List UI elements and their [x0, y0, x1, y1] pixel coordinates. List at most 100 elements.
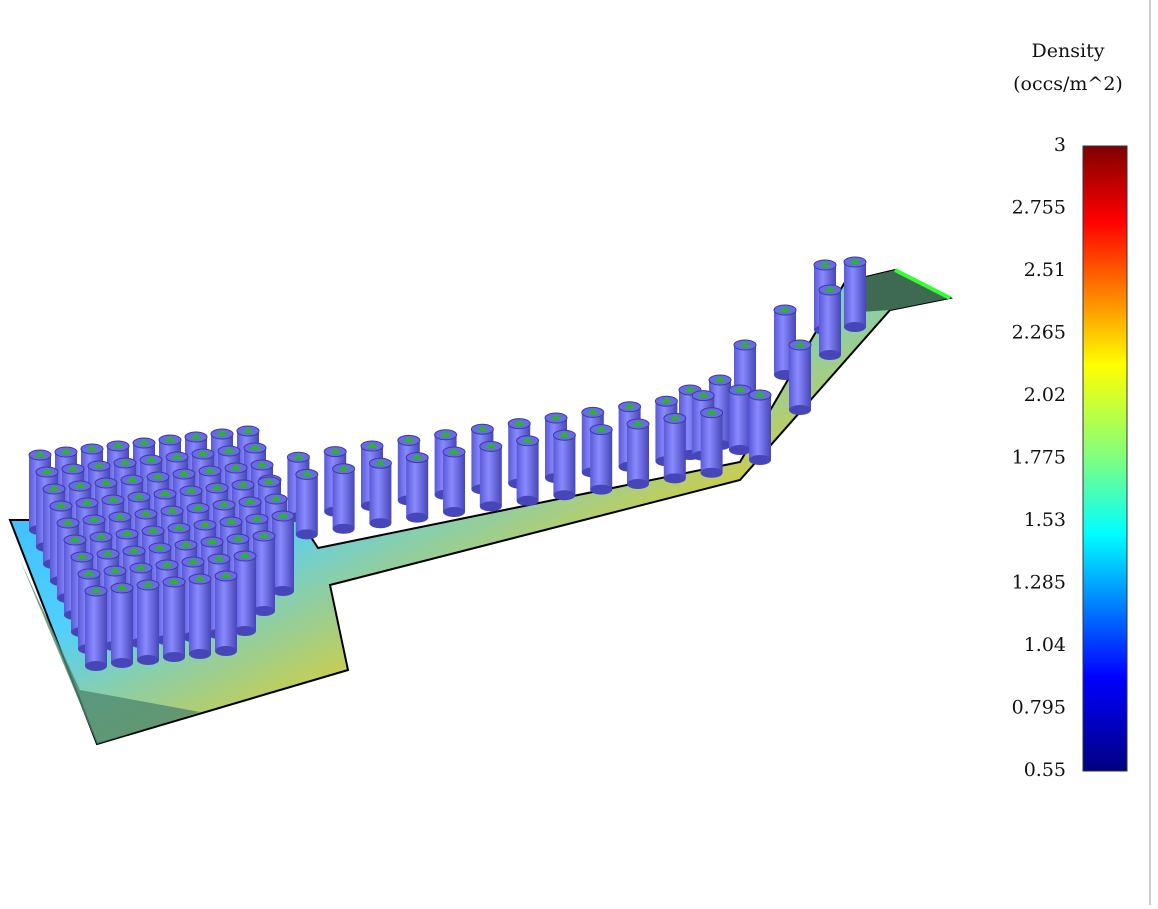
agent-heading [86, 445, 98, 451]
agent-body [819, 290, 841, 355]
agent-base [85, 661, 107, 671]
colorbar-title: Density [1032, 40, 1105, 62]
agent [748, 389, 772, 465]
agent-heading [714, 376, 726, 382]
agent-heading [824, 286, 836, 292]
agent-heading [216, 430, 228, 436]
agent-heading [819, 261, 831, 267]
agent-heading [476, 425, 489, 432]
agent [700, 407, 724, 478]
agent-heading [126, 476, 138, 482]
agent-heading [166, 507, 178, 513]
agent-base [111, 658, 133, 668]
agent-heading [366, 442, 378, 448]
agent-heading [739, 341, 751, 347]
colorbar-tick-label: 1.53 [1024, 509, 1066, 531]
agent-heading [586, 408, 599, 415]
agent-heading [128, 547, 140, 553]
agent [214, 570, 238, 656]
colorbar [1082, 145, 1128, 772]
exit-area [845, 270, 950, 312]
colorbar-tick-label: 1.285 [1012, 572, 1066, 594]
agent-heading [135, 564, 147, 570]
agent-heading [668, 414, 681, 421]
colorbar-tick-label: 0.55 [1024, 759, 1066, 781]
agent-heading [171, 453, 183, 459]
agent-heading [244, 498, 256, 504]
agent-heading [154, 544, 166, 550]
agent-base [406, 512, 429, 523]
agent-heading [300, 470, 313, 477]
agent-heading [374, 459, 387, 466]
agent-heading [62, 519, 74, 525]
agent-heading [277, 512, 289, 518]
agent-heading [116, 584, 128, 590]
agent-heading [204, 467, 216, 473]
agent-heading [140, 510, 152, 516]
colorbar-tick-label: 3 [1054, 134, 1066, 156]
agent-heading [595, 425, 608, 432]
agent-heading [292, 453, 305, 460]
agent-body [234, 556, 256, 631]
agent-heading [402, 436, 415, 443]
agent-heading [256, 461, 268, 467]
exit-line [894, 268, 951, 300]
agent [332, 463, 356, 534]
agent-heading [114, 513, 126, 519]
agent-base [553, 490, 576, 501]
agent-heading [230, 464, 242, 470]
agent-heading [168, 578, 180, 584]
agent-heading [194, 575, 206, 581]
agent-heading [95, 533, 107, 539]
agent-base [663, 473, 686, 484]
agent-heading [161, 561, 173, 567]
agent-heading [60, 448, 72, 454]
agent-heading [684, 386, 696, 392]
agent-base [789, 405, 811, 415]
agent [405, 452, 429, 523]
agent-heading [779, 306, 791, 312]
agent [136, 579, 160, 665]
agent-heading [74, 482, 86, 488]
agent-heading [220, 572, 232, 578]
agent-heading [100, 479, 112, 485]
agent-heading [329, 447, 342, 454]
agent-heading [145, 456, 157, 462]
agent-heading [107, 496, 119, 502]
agent-base [443, 507, 465, 517]
agent-base [516, 495, 539, 506]
agent-body [189, 579, 211, 654]
agent-heading [484, 442, 497, 449]
agent-body [369, 463, 392, 524]
agent-base [479, 501, 502, 512]
colorbar-tick-label: 1.775 [1012, 447, 1066, 469]
agent [84, 585, 108, 671]
agent [442, 446, 466, 517]
agent-body [253, 536, 275, 611]
agent-body [663, 418, 686, 479]
agent-heading [660, 397, 673, 404]
agent [516, 435, 540, 506]
agent-body [590, 429, 613, 490]
agent-base [189, 649, 211, 659]
agent-body [844, 262, 866, 327]
agent-heading [697, 391, 710, 398]
agent-base [590, 484, 613, 495]
agent-base [272, 586, 294, 596]
agent-base [844, 322, 866, 332]
agent-heading [218, 501, 230, 507]
colorbar-tick-label: 0.795 [1012, 697, 1066, 719]
agent-heading [513, 419, 526, 426]
agent [110, 582, 134, 668]
agent-heading [337, 464, 350, 471]
agent [368, 457, 392, 529]
floor-shade [20, 560, 200, 744]
agent-base [749, 455, 771, 465]
agent-base [332, 523, 355, 534]
agent-base [215, 646, 237, 656]
agent-heading [249, 444, 261, 450]
agent [162, 576, 186, 662]
agent-body [163, 582, 185, 657]
agent-body [443, 452, 465, 512]
